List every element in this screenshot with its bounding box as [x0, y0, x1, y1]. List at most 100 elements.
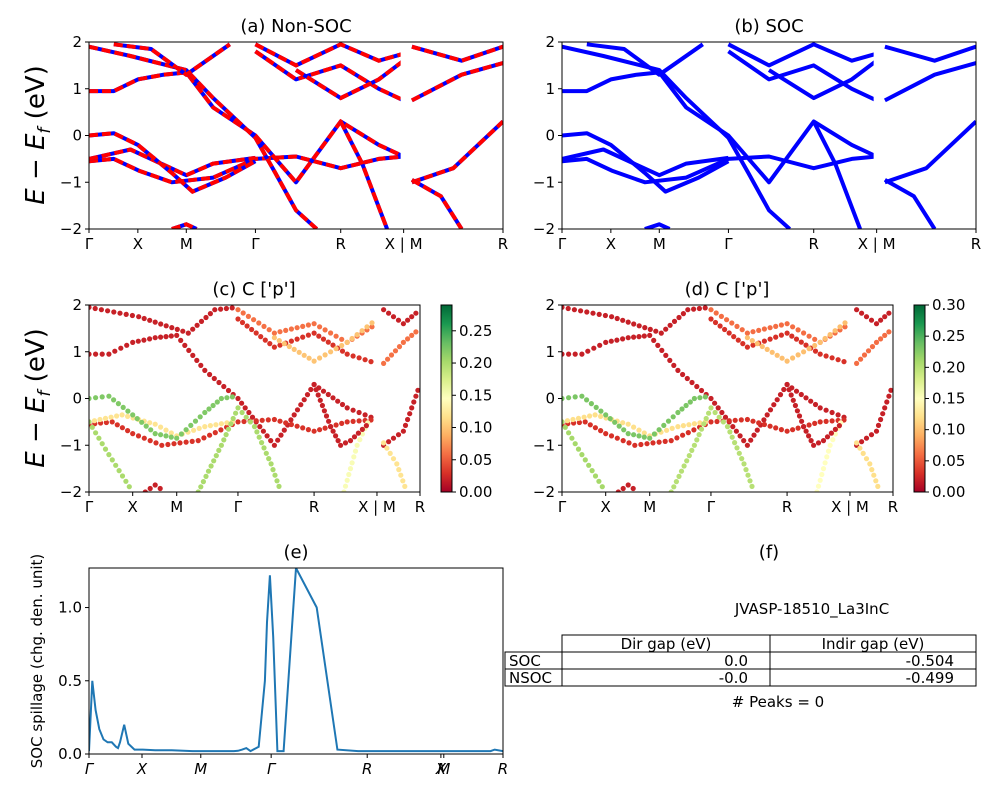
band-point [696, 305, 703, 312]
band-point [267, 341, 273, 347]
band-dots [562, 305, 893, 492]
band-point [163, 334, 169, 340]
band-point [739, 327, 745, 333]
x-tick-label: Γ [724, 235, 733, 253]
band-point [317, 355, 323, 361]
band-point [680, 423, 687, 429]
band-point [305, 427, 311, 433]
y-tick-label: 1 [72, 343, 82, 361]
band-point [724, 424, 731, 430]
band-point [135, 338, 141, 344]
band-point [344, 351, 350, 357]
band-point [271, 442, 277, 448]
band-point [824, 434, 831, 440]
band-point [712, 319, 719, 326]
band-point [593, 404, 599, 410]
band-line-blue [411, 120, 503, 185]
x-tick-label: M [170, 498, 183, 516]
path-break [400, 42, 407, 229]
band-point [835, 412, 841, 418]
band-point [819, 471, 825, 478]
band-point [254, 429, 260, 435]
band-point [257, 424, 263, 430]
band-point [767, 423, 773, 429]
band-line-red-dashed [410, 61, 503, 103]
band-point [795, 352, 801, 358]
band-point [198, 318, 205, 324]
band-point [687, 399, 693, 405]
band-point [283, 420, 289, 426]
band-point [117, 310, 123, 316]
band-point [694, 437, 700, 443]
band-point [817, 477, 823, 483]
band-point [268, 461, 274, 467]
band-point [405, 317, 411, 323]
band-point [631, 321, 637, 327]
band-point [158, 334, 164, 340]
band-point [638, 441, 644, 448]
x-tick-label: Γ [558, 235, 567, 253]
band-point [212, 307, 218, 313]
band-point [136, 314, 142, 320]
band-point [587, 413, 593, 419]
band-point [579, 452, 585, 458]
band-point [620, 317, 626, 323]
band-point [854, 307, 860, 313]
band-point [771, 402, 777, 408]
band-point [93, 351, 99, 357]
band-point [586, 462, 592, 468]
band-point [347, 438, 354, 444]
band-point [691, 427, 697, 433]
band-point [294, 325, 300, 331]
band-point [141, 315, 147, 322]
band-point [207, 311, 213, 317]
band-point [717, 323, 723, 329]
band-line-blue [644, 222, 671, 229]
band-point [251, 317, 257, 323]
y-tick-label: −1 [60, 436, 82, 454]
band-point [801, 330, 807, 336]
ylabel-main: E − E [21, 133, 51, 205]
band-point [830, 437, 836, 443]
band-point [681, 463, 687, 469]
band-point [788, 392, 794, 398]
band-point [686, 453, 692, 459]
band-point [194, 322, 200, 328]
band-point [832, 431, 839, 437]
band-point [359, 426, 365, 432]
band-point [344, 477, 350, 483]
band-point [311, 381, 317, 388]
band-point [588, 401, 595, 407]
band-point [863, 456, 870, 462]
band-point [320, 388, 327, 394]
band-point [861, 352, 868, 358]
band-point [653, 328, 659, 334]
band-point [793, 336, 800, 342]
band-point [812, 420, 818, 426]
band-point [268, 438, 274, 444]
table-row [504, 668, 977, 687]
band-point [124, 342, 130, 348]
band-point [134, 416, 140, 422]
band-point [223, 305, 229, 312]
band-point [195, 438, 201, 444]
band-point [632, 442, 638, 448]
panel-b-title: (b) SOC [734, 16, 803, 37]
panel-a-title: (a) Non-SOC [240, 16, 351, 37]
band-point [647, 332, 653, 338]
band-point [261, 445, 267, 451]
y-tick-label: 0 [545, 127, 555, 145]
band-point [218, 442, 224, 448]
table-row-label: NSOC [509, 669, 552, 687]
band-point [706, 410, 712, 416]
band-point [764, 346, 770, 352]
band-point [228, 421, 234, 427]
band-point [812, 336, 818, 342]
band-point [216, 379, 222, 386]
band-point [125, 428, 131, 434]
band-point [330, 342, 336, 348]
band-point [152, 431, 158, 437]
band-point [221, 383, 227, 390]
ylabel-unit: (eV) [21, 328, 51, 390]
band-point [298, 402, 304, 408]
